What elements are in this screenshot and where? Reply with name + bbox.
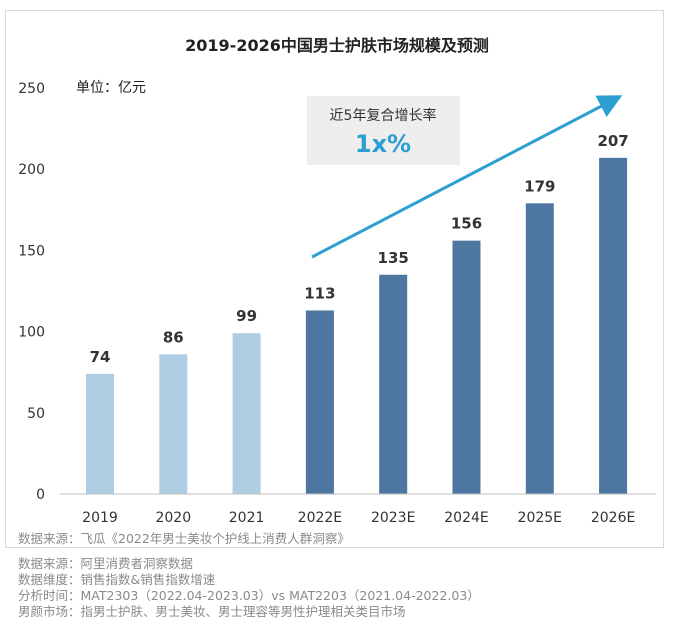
bar bbox=[305, 310, 334, 494]
bar-value-label: 74 bbox=[90, 348, 111, 366]
bar-value-labels: 74 86 99 113 135 156 179 207 bbox=[90, 132, 629, 366]
x-tick-label: 2021 bbox=[229, 510, 265, 526]
unit-label: 单位：亿元 bbox=[76, 80, 146, 96]
inline-source: 数据来源：飞瓜《2022年男士美妆个护线上消费人群洞察》 bbox=[18, 531, 350, 546]
bar-value-label: 156 bbox=[451, 215, 482, 233]
y-tick-label: 200 bbox=[18, 162, 45, 178]
chart-title: 2019-2026中国男士护肤市场规模及预测 bbox=[185, 36, 489, 55]
y-tick-label: 100 bbox=[18, 325, 45, 341]
bar-value-label: 179 bbox=[524, 177, 555, 195]
bar-value-label: 207 bbox=[597, 132, 628, 150]
bar-value-label: 86 bbox=[163, 328, 184, 346]
bar bbox=[452, 240, 481, 494]
footnote-dimension: 数据维度：销售指数&销售指数增速 bbox=[18, 572, 216, 587]
y-tick-label: 50 bbox=[27, 406, 45, 422]
footnotes: 数据来源：阿里消费者洞察数据 数据维度：销售指数&销售指数增速 分析时间：MAT… bbox=[18, 556, 480, 620]
x-tick-label: 2019 bbox=[82, 510, 118, 526]
y-axis-ticks: 0 50 100 150 200 250 bbox=[18, 81, 45, 503]
footnote-source: 数据来源：阿里消费者洞察数据 bbox=[18, 556, 194, 571]
footnote-market: 男颜市场：指男士护肤、男士美妆、男士理容等男性护理相关类目市场 bbox=[18, 604, 406, 619]
bar bbox=[86, 373, 114, 494]
growth-arrow bbox=[311, 95, 623, 259]
y-tick-label: 250 bbox=[18, 81, 45, 97]
bar bbox=[159, 354, 188, 494]
x-tick-label: 2025E bbox=[518, 510, 562, 526]
cagr-value: 1x% bbox=[355, 130, 411, 158]
x-tick-label: 2023E bbox=[371, 510, 415, 526]
cagr-label: 近5年复合增长率 bbox=[330, 107, 437, 124]
y-tick-label: 0 bbox=[36, 487, 45, 503]
x-tick-label: 2024E bbox=[444, 510, 488, 526]
y-tick-label: 150 bbox=[18, 243, 45, 259]
x-tick-label: 2026E bbox=[591, 510, 635, 526]
bar bbox=[599, 157, 628, 494]
footnote-period: 分析时间：MAT2303（2022.04-2023.03）vs MAT2203（… bbox=[18, 588, 480, 603]
bar-value-label: 113 bbox=[304, 284, 335, 302]
x-tick-label: 2020 bbox=[155, 510, 191, 526]
bars bbox=[86, 157, 628, 494]
bar bbox=[232, 333, 261, 494]
bar bbox=[379, 274, 408, 494]
x-axis-ticks: 2019 2020 2021 2022E 2023E 2024E 2025E 2026E bbox=[82, 510, 635, 526]
bar-value-label: 99 bbox=[236, 307, 257, 325]
x-tick-label: 2022E bbox=[298, 510, 342, 526]
bar bbox=[525, 203, 554, 494]
cagr-box bbox=[307, 96, 460, 165]
bar-value-label: 135 bbox=[378, 249, 409, 267]
